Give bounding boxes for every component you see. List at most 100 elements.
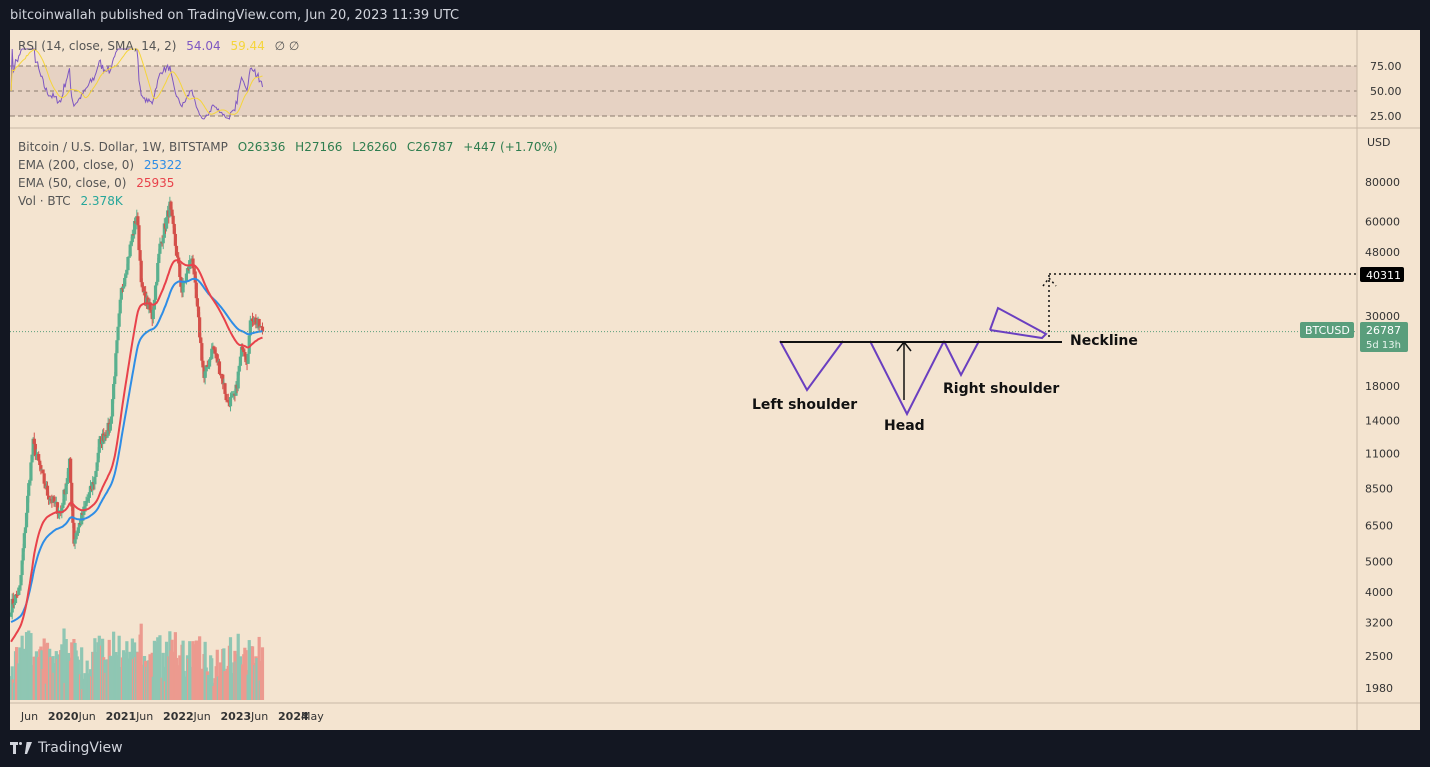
volume-bar (97, 635, 101, 700)
price-tick-label: 4000 (1365, 586, 1393, 599)
candle (10, 593, 14, 620)
candle (77, 520, 82, 531)
price-tick-label: 1980 (1365, 682, 1393, 695)
volume-bar (15, 647, 19, 700)
head-arrow (896, 340, 912, 400)
rsi-legend[interactable]: RSI (14, close, SMA, 14, 2) 54.04 59.44 … (18, 39, 305, 53)
tradingview-brand: TradingView (38, 740, 123, 756)
candle (136, 212, 140, 227)
candle (18, 584, 22, 590)
chart-svg[interactable]: Left shoulder Head Right shoulder Neckli… (10, 30, 1420, 730)
volume-bar (198, 636, 202, 700)
candle (228, 392, 233, 412)
volume-bar (62, 628, 66, 700)
candle (95, 460, 99, 477)
candle (97, 435, 101, 459)
countdown-tag: 5d 13h (1366, 340, 1401, 351)
candle (153, 284, 158, 302)
candle (242, 349, 246, 353)
price-tick-label: 3200 (1365, 616, 1393, 629)
rsi-grid (10, 65, 1357, 117)
candle (22, 530, 26, 552)
volume-bar (255, 658, 259, 700)
candle (247, 334, 251, 355)
price-tick-label: 60000 (1365, 215, 1400, 228)
symbol-name: Bitcoin / U.S. Dollar, 1W, BITSTAMP (18, 140, 228, 154)
candle (210, 343, 214, 360)
rsi-tick-label: 50.00 (1370, 85, 1402, 98)
time-tick-label: Jun (20, 710, 38, 723)
candle (112, 381, 116, 404)
volume-bar (112, 631, 116, 700)
candle (39, 462, 43, 475)
main-legend[interactable]: Bitcoin / U.S. Dollar, 1W, BITSTAMP O263… (18, 138, 564, 210)
price-tick-label: 5000 (1365, 555, 1393, 568)
candle (243, 348, 247, 363)
candle (250, 312, 255, 327)
triangle-shape (989, 306, 1048, 340)
volume-bar (210, 658, 214, 700)
candle (116, 326, 120, 345)
volume-bar (153, 642, 158, 700)
volume-bar (83, 673, 87, 700)
volume-bar (247, 640, 251, 700)
candle (175, 252, 180, 258)
candle (45, 481, 50, 496)
tradingview-logo-icon (10, 742, 32, 754)
volume-bar (178, 655, 182, 700)
price-tick-label: 80000 (1365, 176, 1400, 189)
candle (226, 393, 230, 404)
price-axis-unit: USD (1367, 136, 1391, 149)
time-tick-label: Jun (193, 710, 211, 723)
volume-bar (139, 623, 143, 700)
candle (66, 467, 71, 482)
ema200-line (10, 277, 263, 623)
time-tick-label: Jun (135, 710, 153, 723)
ema200-value: 25322 (143, 158, 183, 172)
left-shoulder-label: Left shoulder (752, 397, 857, 413)
volume-bar (215, 649, 219, 700)
chart-frame: Left shoulder Head Right shoulder Neckli… (10, 30, 1420, 730)
price-tick-label: 6500 (1365, 519, 1393, 532)
rsi-tick-label: 75.00 (1370, 60, 1402, 73)
price-tick-label: 48000 (1365, 246, 1400, 259)
rsi-legend-icons: ∅ ∅ (274, 39, 300, 53)
candle (130, 229, 134, 247)
volume-bars (10, 623, 265, 700)
right-shoulder-shape (943, 340, 980, 378)
ohlc-low: L26260 (352, 140, 398, 154)
candle (115, 339, 119, 357)
candle (174, 242, 179, 257)
head-shape (869, 340, 945, 417)
candle (46, 491, 51, 505)
candle (223, 382, 227, 396)
volume-bar (182, 670, 186, 700)
price-tick-label: 30000 (1365, 310, 1400, 323)
volume-row: Vol · BTC 2.378K (18, 192, 564, 210)
candle (164, 215, 169, 232)
ema200-row: EMA (200, close, 0) 25322 (18, 156, 564, 174)
volume-bar (76, 659, 80, 700)
candle (17, 587, 21, 596)
candle (103, 432, 107, 444)
candle (64, 482, 68, 501)
rsi-tick-label: 25.00 (1370, 110, 1402, 123)
candle (257, 318, 261, 333)
tradingview-footer[interactable]: TradingView (10, 740, 123, 756)
candle (260, 322, 265, 335)
ema200-label: EMA (200, close, 0) (18, 158, 135, 172)
volume-bar (43, 643, 47, 700)
symbol-tag: BTCUSD (1305, 324, 1350, 337)
candle (173, 228, 177, 249)
candle (118, 297, 122, 316)
candle (172, 223, 176, 236)
candle (199, 333, 203, 344)
target-projection (1042, 273, 1357, 337)
ema50-label: EMA (50, close, 0) (18, 176, 127, 190)
volume-bar (150, 652, 154, 700)
right-shoulder-label: Right shoulder (943, 381, 1059, 397)
rsi-legend-value: 54.04 (186, 39, 221, 53)
volume-value: 2.378K (80, 194, 123, 208)
candle (254, 314, 258, 329)
volume-bar (29, 633, 33, 700)
